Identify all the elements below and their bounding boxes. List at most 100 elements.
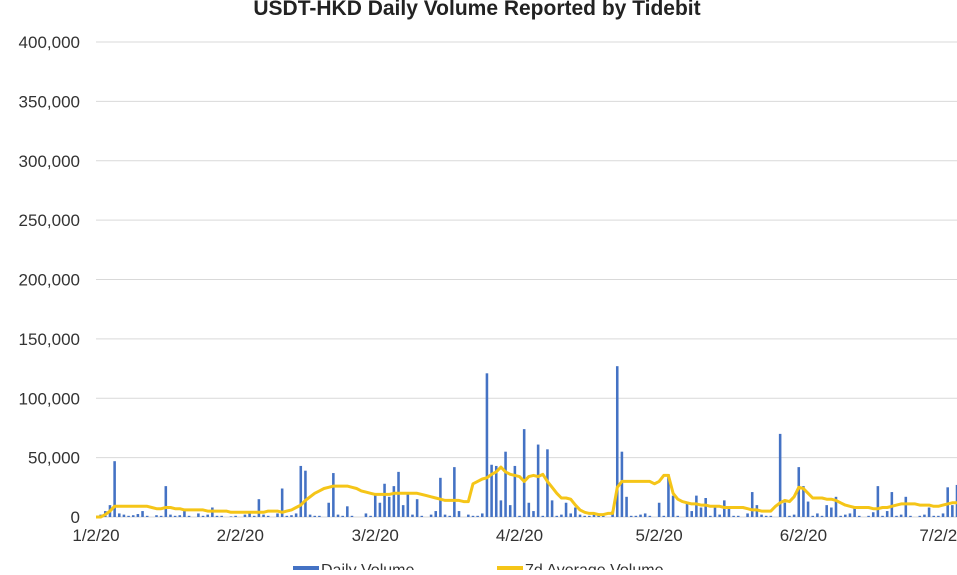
x-tick-label: 4/2/20	[496, 526, 543, 545]
volume-bar	[145, 515, 149, 517]
volume-bar	[215, 515, 219, 517]
volume-bar	[881, 515, 884, 517]
volume-bar	[899, 514, 903, 517]
y-axis: 0 50,000 100,000 150,000 200,000 250,000 300,0…	[19, 33, 80, 527]
volume-bar	[871, 512, 875, 517]
y-tick-label: 100,000	[19, 389, 80, 408]
volume-bar	[639, 514, 642, 517]
volume-bar	[415, 499, 419, 517]
volume-bar	[346, 506, 349, 517]
volume-bar	[667, 474, 670, 517]
volume-bar	[485, 373, 489, 517]
volume-bar	[234, 515, 237, 517]
volume-bar	[932, 515, 936, 517]
x-tick-label: 1/2/20	[72, 526, 119, 545]
volume-bar	[955, 484, 957, 517]
volume-bar	[443, 514, 447, 517]
legend-label: Daily Volume	[321, 562, 414, 570]
volume-bar	[187, 515, 191, 517]
avg-volume-line	[96, 465, 957, 519]
volume-bar	[183, 511, 186, 517]
volume-bar	[732, 515, 735, 517]
volume-bar	[294, 513, 298, 517]
volume-bar	[778, 433, 782, 517]
x-axis: 1/2/20 2/2/20 3/2/20 4/2/20 5/2/20 6/2/20 7/2/…	[72, 526, 957, 545]
volume-bar	[657, 502, 661, 517]
volume-bar	[625, 496, 628, 517]
y-tick-label: 150,000	[19, 330, 80, 349]
volume-bar	[276, 513, 279, 517]
legend: Daily Volume 7d Average Volume	[293, 562, 664, 575]
y-tick-label: 300,000	[19, 152, 80, 171]
volume-bar	[709, 515, 712, 517]
avg-volume-line-layer	[96, 465, 957, 519]
volume-bar	[685, 501, 689, 517]
volume-bar	[825, 505, 828, 517]
volume-bar	[439, 477, 442, 517]
volume-bar	[890, 492, 894, 517]
volume-bar	[560, 514, 563, 517]
volume-bar	[541, 515, 545, 517]
volume-bar	[839, 515, 842, 517]
volume-bar	[504, 451, 507, 517]
volume-bar	[713, 505, 717, 517]
volume-bar	[867, 515, 870, 517]
volume-bar	[648, 515, 652, 517]
volume-bar	[113, 461, 116, 517]
volume-bar	[476, 515, 479, 517]
y-tick-label: 200,000	[19, 271, 80, 290]
volume-bar	[783, 502, 787, 517]
volume-bar	[671, 495, 675, 517]
volume-bar	[718, 514, 721, 517]
volume-bar	[117, 513, 121, 517]
volume-bar	[490, 464, 493, 517]
volume-bar	[941, 513, 945, 517]
volume-bar	[857, 515, 861, 517]
volume-bar	[499, 500, 503, 517]
volume-bar	[127, 515, 130, 517]
x-tick-label: 3/2/20	[352, 526, 399, 545]
volume-bar	[699, 507, 703, 517]
volume-bar	[448, 515, 451, 517]
volume-bar	[457, 511, 461, 517]
volume-bar	[937, 515, 940, 517]
volume-bar	[248, 511, 251, 517]
volume-bar	[583, 515, 586, 517]
volume-bar	[383, 483, 386, 517]
volume-bar	[308, 514, 312, 517]
volume-bar	[327, 502, 330, 517]
volume-bar	[727, 507, 731, 517]
volume-bar	[927, 507, 931, 517]
volume-bar	[760, 514, 763, 517]
volume-bar	[420, 515, 424, 517]
volume-bar	[806, 501, 810, 517]
volume-bar	[173, 515, 177, 517]
y-tick-label: 350,000	[19, 92, 80, 111]
volume-bar	[131, 515, 135, 517]
volume-bar	[220, 515, 223, 517]
volume-bar	[508, 505, 512, 517]
volume-bar	[830, 507, 833, 517]
volume-bar	[290, 515, 293, 517]
volume-bar	[909, 515, 912, 517]
volume-bar	[788, 515, 791, 517]
volume-bar	[629, 515, 633, 517]
volume-bar	[797, 467, 801, 517]
volume-bar	[746, 513, 749, 517]
volume-bar	[844, 514, 847, 517]
volume-bar	[764, 515, 768, 517]
volume-bar	[876, 486, 880, 517]
volume-bar	[620, 451, 624, 517]
volume-bar	[643, 513, 647, 517]
volume-bar	[578, 514, 582, 517]
volume-bar	[369, 515, 372, 517]
volume-bar	[615, 366, 619, 517]
volume-bar	[676, 515, 680, 517]
volume-bar	[769, 515, 773, 517]
volume-bar	[481, 513, 484, 517]
volume-bar	[820, 515, 824, 517]
volume-bar	[555, 515, 559, 517]
volume-bar	[536, 444, 540, 517]
volume-bar	[802, 486, 805, 517]
volume-bar	[434, 511, 438, 517]
